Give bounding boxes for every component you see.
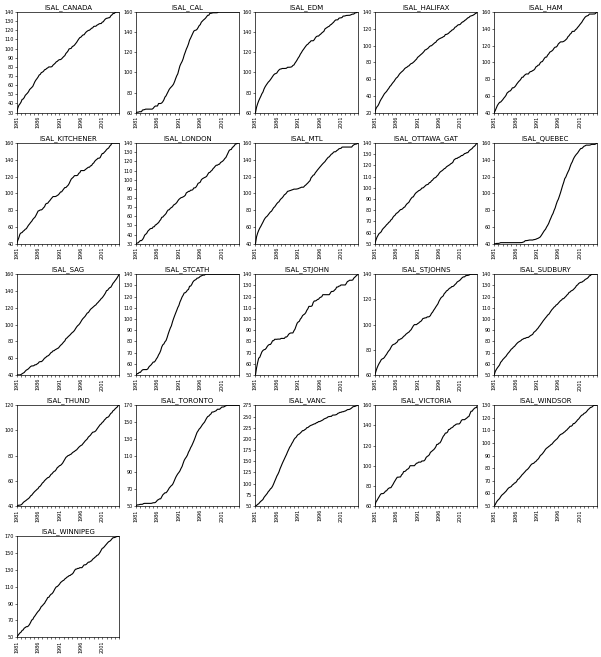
Title: ISAL_THUND: ISAL_THUND xyxy=(46,397,90,404)
Title: ISAL_QUEBEC: ISAL_QUEBEC xyxy=(522,135,569,142)
Title: ISAL_HAM: ISAL_HAM xyxy=(528,4,563,11)
Title: ISAL_LONDON: ISAL_LONDON xyxy=(163,135,212,142)
Title: ISAL_WINNIPEG: ISAL_WINNIPEG xyxy=(41,529,95,535)
Title: ISAL_STJOHNS: ISAL_STJOHNS xyxy=(401,266,451,273)
Title: ISAL_STCATH: ISAL_STCATH xyxy=(165,266,210,273)
Title: ISAL_EDM: ISAL_EDM xyxy=(290,4,324,11)
Title: ISAL_VICTORIA: ISAL_VICTORIA xyxy=(400,397,452,404)
Title: ISAL_WINDSOR: ISAL_WINDSOR xyxy=(519,397,572,404)
Title: ISAL_MTL: ISAL_MTL xyxy=(290,135,323,142)
Title: ISAL_KITCHENER: ISAL_KITCHENER xyxy=(39,135,97,142)
Title: ISAL_SUDBURY: ISAL_SUDBURY xyxy=(520,266,572,273)
Title: ISAL_VANC: ISAL_VANC xyxy=(288,397,326,404)
Title: ISAL_OTTAWA_GAT: ISAL_OTTAWA_GAT xyxy=(394,135,459,142)
Title: ISAL_CANADA: ISAL_CANADA xyxy=(44,4,92,11)
Title: ISAL_CAL: ISAL_CAL xyxy=(171,4,203,11)
Title: ISAL_STJOHN: ISAL_STJOHN xyxy=(284,266,329,273)
Title: ISAL_HALIFAX: ISAL_HALIFAX xyxy=(403,4,450,11)
Title: ISAL_SAG: ISAL_SAG xyxy=(52,266,85,273)
Title: ISAL_TORONTO: ISAL_TORONTO xyxy=(161,397,214,404)
